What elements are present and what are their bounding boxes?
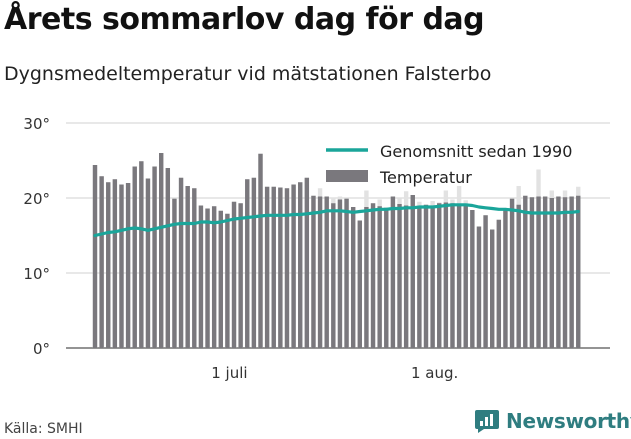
temperature-bar (523, 195, 528, 348)
temperature-bar (245, 179, 250, 348)
temperature-bar (291, 184, 296, 348)
temperature-bar (284, 188, 290, 348)
temperature-bar (364, 207, 369, 348)
temperature-bar (476, 226, 482, 348)
legend-label-average: Genomsnitt sedan 1990 (380, 142, 572, 161)
temperature-bar (205, 208, 210, 348)
temperature-bar (231, 201, 237, 348)
x-tick-label: 1 juli (211, 364, 247, 382)
temperature-bar (125, 183, 131, 348)
temperature-bar (576, 195, 581, 348)
temperature-bar (509, 198, 515, 348)
y-axis-ticks: 0° 10° 20° 30° (23, 115, 50, 358)
temperature-bar (529, 197, 535, 348)
temperature-bar (569, 196, 574, 348)
temperature-bar (403, 205, 409, 348)
newsworthy-logo: Newsworthy (474, 408, 631, 434)
temperature-bar (304, 177, 310, 348)
temperature-bar (542, 196, 548, 348)
temperature-bar (112, 179, 118, 348)
legend-label-temperature: Temperatur (379, 168, 472, 187)
temperature-bar (159, 153, 164, 348)
temperature-bar (430, 206, 435, 348)
temperature-bar (344, 198, 349, 348)
temperature-bar (516, 204, 521, 348)
temperature-bar (423, 204, 429, 348)
temperature-bar (357, 220, 362, 348)
newsworthy-logo-text: Newsworthy (506, 409, 631, 433)
temperature-bar (251, 177, 257, 348)
legend-swatch-bar (326, 170, 368, 182)
temperature-bar (172, 198, 177, 348)
temperature-bar (536, 196, 541, 348)
temperature-bar (417, 206, 422, 348)
temperature-bar (132, 166, 137, 348)
temperature-bar (185, 186, 190, 348)
temperature-bar (119, 184, 124, 348)
chart-subtitle: Dygnsmedeltemperatur vid mätstationen Fa… (4, 63, 492, 85)
temperature-bar (350, 207, 356, 348)
temperature-bar (298, 182, 303, 348)
temperature-bar (218, 210, 223, 348)
temperature-bar (377, 206, 382, 348)
temperature-bar (99, 176, 104, 348)
x-axis-ticks: 1 juli 1 aug. (211, 364, 458, 382)
newsworthy-logo-icon (475, 410, 499, 433)
temperature-bar (490, 229, 495, 348)
temperature-bar (258, 153, 263, 348)
temperature-bar (225, 213, 230, 348)
temperature-bar (178, 177, 184, 348)
temperature-bar (106, 182, 111, 348)
temperature-bar (92, 165, 98, 348)
y-tick-label: 10° (23, 265, 50, 283)
temperature-bar (549, 198, 554, 348)
temperature-bar (211, 206, 217, 348)
temperature-bar (443, 202, 449, 348)
temperature-bar (450, 203, 455, 348)
temperature-bars (92, 153, 581, 348)
temperature-bar (139, 161, 144, 348)
temperature-bar (370, 203, 376, 348)
temperature-bar (238, 203, 243, 348)
temperature-bar (397, 204, 402, 348)
temperature-bar (483, 215, 488, 348)
temperature-bar (271, 186, 276, 348)
temperature-bar (152, 166, 157, 348)
temperature-bar (192, 188, 197, 348)
average-line (93, 203, 580, 238)
temperature-bar (410, 195, 415, 348)
y-tick-label: 30° (23, 115, 50, 133)
temperature-bar (278, 187, 283, 348)
temperature-bar (562, 197, 568, 348)
temperature-bar (145, 178, 151, 348)
temperature-bar (331, 203, 336, 348)
x-tick-label: 1 aug. (411, 364, 458, 382)
temperature-bar (556, 196, 561, 348)
temperature-bar (317, 196, 323, 348)
temperature-bar (264, 186, 270, 348)
temperature-bar (437, 203, 442, 348)
temperature-bar (503, 208, 508, 348)
temperature-bar (496, 219, 502, 348)
y-tick-label: 0° (33, 340, 50, 358)
temperature-bar (311, 195, 316, 348)
chart-title: Årets sommarlov dag för dag (4, 2, 485, 37)
y-tick-label: 20° (23, 190, 50, 208)
temperature-bar (390, 196, 396, 348)
temperature-bar (165, 168, 171, 348)
temperature-bar (456, 204, 462, 348)
temperature-chart: 0° 10° 20° 30° 1 juli 1 aug. Genomsnitt sedan … (23, 115, 610, 382)
legend: Genomsnitt sedan 1990 Temperatur (326, 142, 572, 187)
temperature-bar (463, 204, 468, 348)
temperature-bar (324, 196, 329, 348)
temperature-bar (470, 210, 475, 348)
temperature-bar (337, 199, 343, 348)
temperature-bar (384, 207, 389, 348)
temperature-bar (198, 205, 204, 348)
source-note: Källa: SMHI (4, 421, 83, 437)
